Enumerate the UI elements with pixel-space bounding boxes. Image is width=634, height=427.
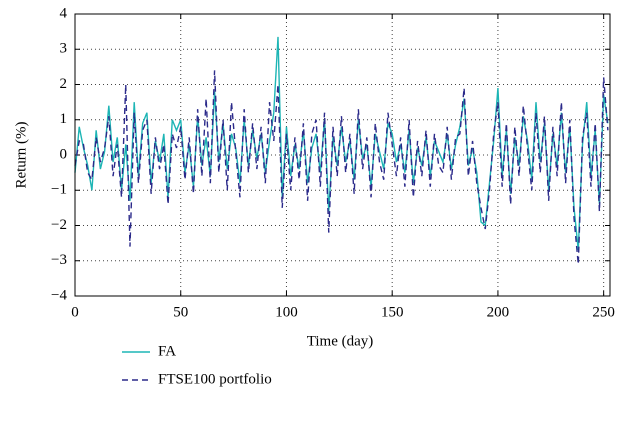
x-tick-label: 250 [592,304,615,320]
y-tick-label: 1 [60,111,68,127]
y-tick-label: −1 [51,182,67,198]
line-series [74,36,609,251]
legend-label: FTSE100 portfolio [158,371,272,387]
y-tick-label: 0 [60,146,68,162]
y-tick-label: −3 [51,252,67,268]
line-series [74,70,609,265]
x-tick-label: 200 [487,304,510,320]
x-tick-label: 150 [381,304,404,320]
y-tick-label: 3 [60,41,68,57]
x-tick-label: 50 [173,304,188,320]
y-tick-label: 2 [60,76,68,92]
legend-label: FA [158,343,176,359]
x-axis-label: Time (day) [307,333,374,349]
x-tick-label: 100 [275,304,298,320]
x-tick-label: 0 [71,304,79,320]
y-tick-label: −4 [51,287,67,303]
y-tick-label: 4 [60,5,68,21]
y-tick-label: −2 [51,217,67,233]
y-axis-label: Return (%) [13,121,29,188]
plot-frame [74,13,611,297]
